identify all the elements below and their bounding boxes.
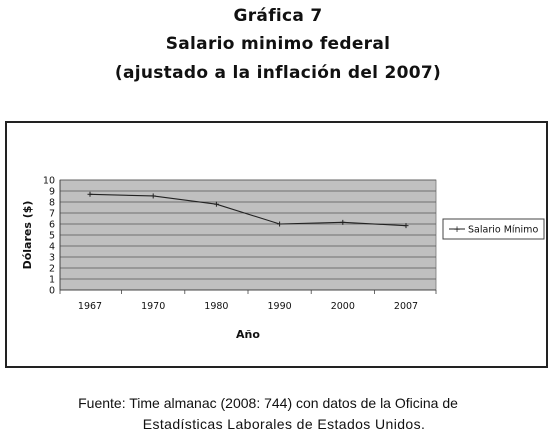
y-tick-label-5: 5 <box>49 231 55 242</box>
y-tick-label-0: 0 <box>49 286 55 297</box>
y-tick-label-6: 6 <box>49 220 55 231</box>
y-tick-label-3: 3 <box>49 253 55 264</box>
data-point-1980 <box>213 201 219 207</box>
x-tick-label-1990: 1990 <box>268 301 292 312</box>
y-axis-label: Dólares ($) <box>21 201 34 270</box>
y-tick-label-8: 8 <box>49 198 55 209</box>
x-tick-label-2007: 2007 <box>394 301 418 312</box>
x-axis-label: Año <box>236 328 260 341</box>
series-line-0 <box>89 193 407 227</box>
x-tick-labels: 1967 1970 1980 1990 2000 2007 <box>78 301 418 312</box>
x-tick-label-2000: 2000 <box>331 301 355 312</box>
y-tick-label-1: 1 <box>49 275 55 286</box>
legend-marker: + <box>453 225 461 235</box>
y-tick-label-4: 4 <box>49 242 55 253</box>
legend: + Salario Mínimo <box>442 218 545 240</box>
series-layer <box>87 191 409 229</box>
chart-title: Salario minimo federal <box>165 34 391 54</box>
source-line-2: Estadísticas Laborales de Estados Unidos… <box>142 416 426 432</box>
y-tick-label-2: 2 <box>49 264 55 275</box>
axes <box>59 180 437 294</box>
legend-box <box>442 218 545 240</box>
y-tick-label-10: 10 <box>43 176 55 187</box>
figure-label: Gráfica 7 <box>233 6 323 26</box>
y-tick-label-7: 7 <box>49 209 55 220</box>
data-point-1970 <box>150 193 156 199</box>
source-line-1: Fuente: Time almanac (2008: 744) con dat… <box>78 395 458 411</box>
x-tick-label-1967: 1967 <box>78 301 102 312</box>
chart-frame: 0 1 2 3 4 5 6 7 8 9 10 1967 1970 1980 1990 2000 2007 Dó… <box>5 121 548 368</box>
data-point-2000 <box>340 219 346 225</box>
y-tick-label-9: 9 <box>49 187 55 198</box>
x-tick-label-1980: 1980 <box>204 301 228 312</box>
x-tick-label-1970: 1970 <box>141 301 165 312</box>
chart-subtitle: (ajustado a la inflación del 2007) <box>114 63 442 83</box>
data-point-2007 <box>403 223 409 229</box>
data-point-1967 <box>87 191 93 197</box>
data-point-1990 <box>277 221 283 227</box>
legend-label: Salario Mínimo <box>468 225 538 236</box>
